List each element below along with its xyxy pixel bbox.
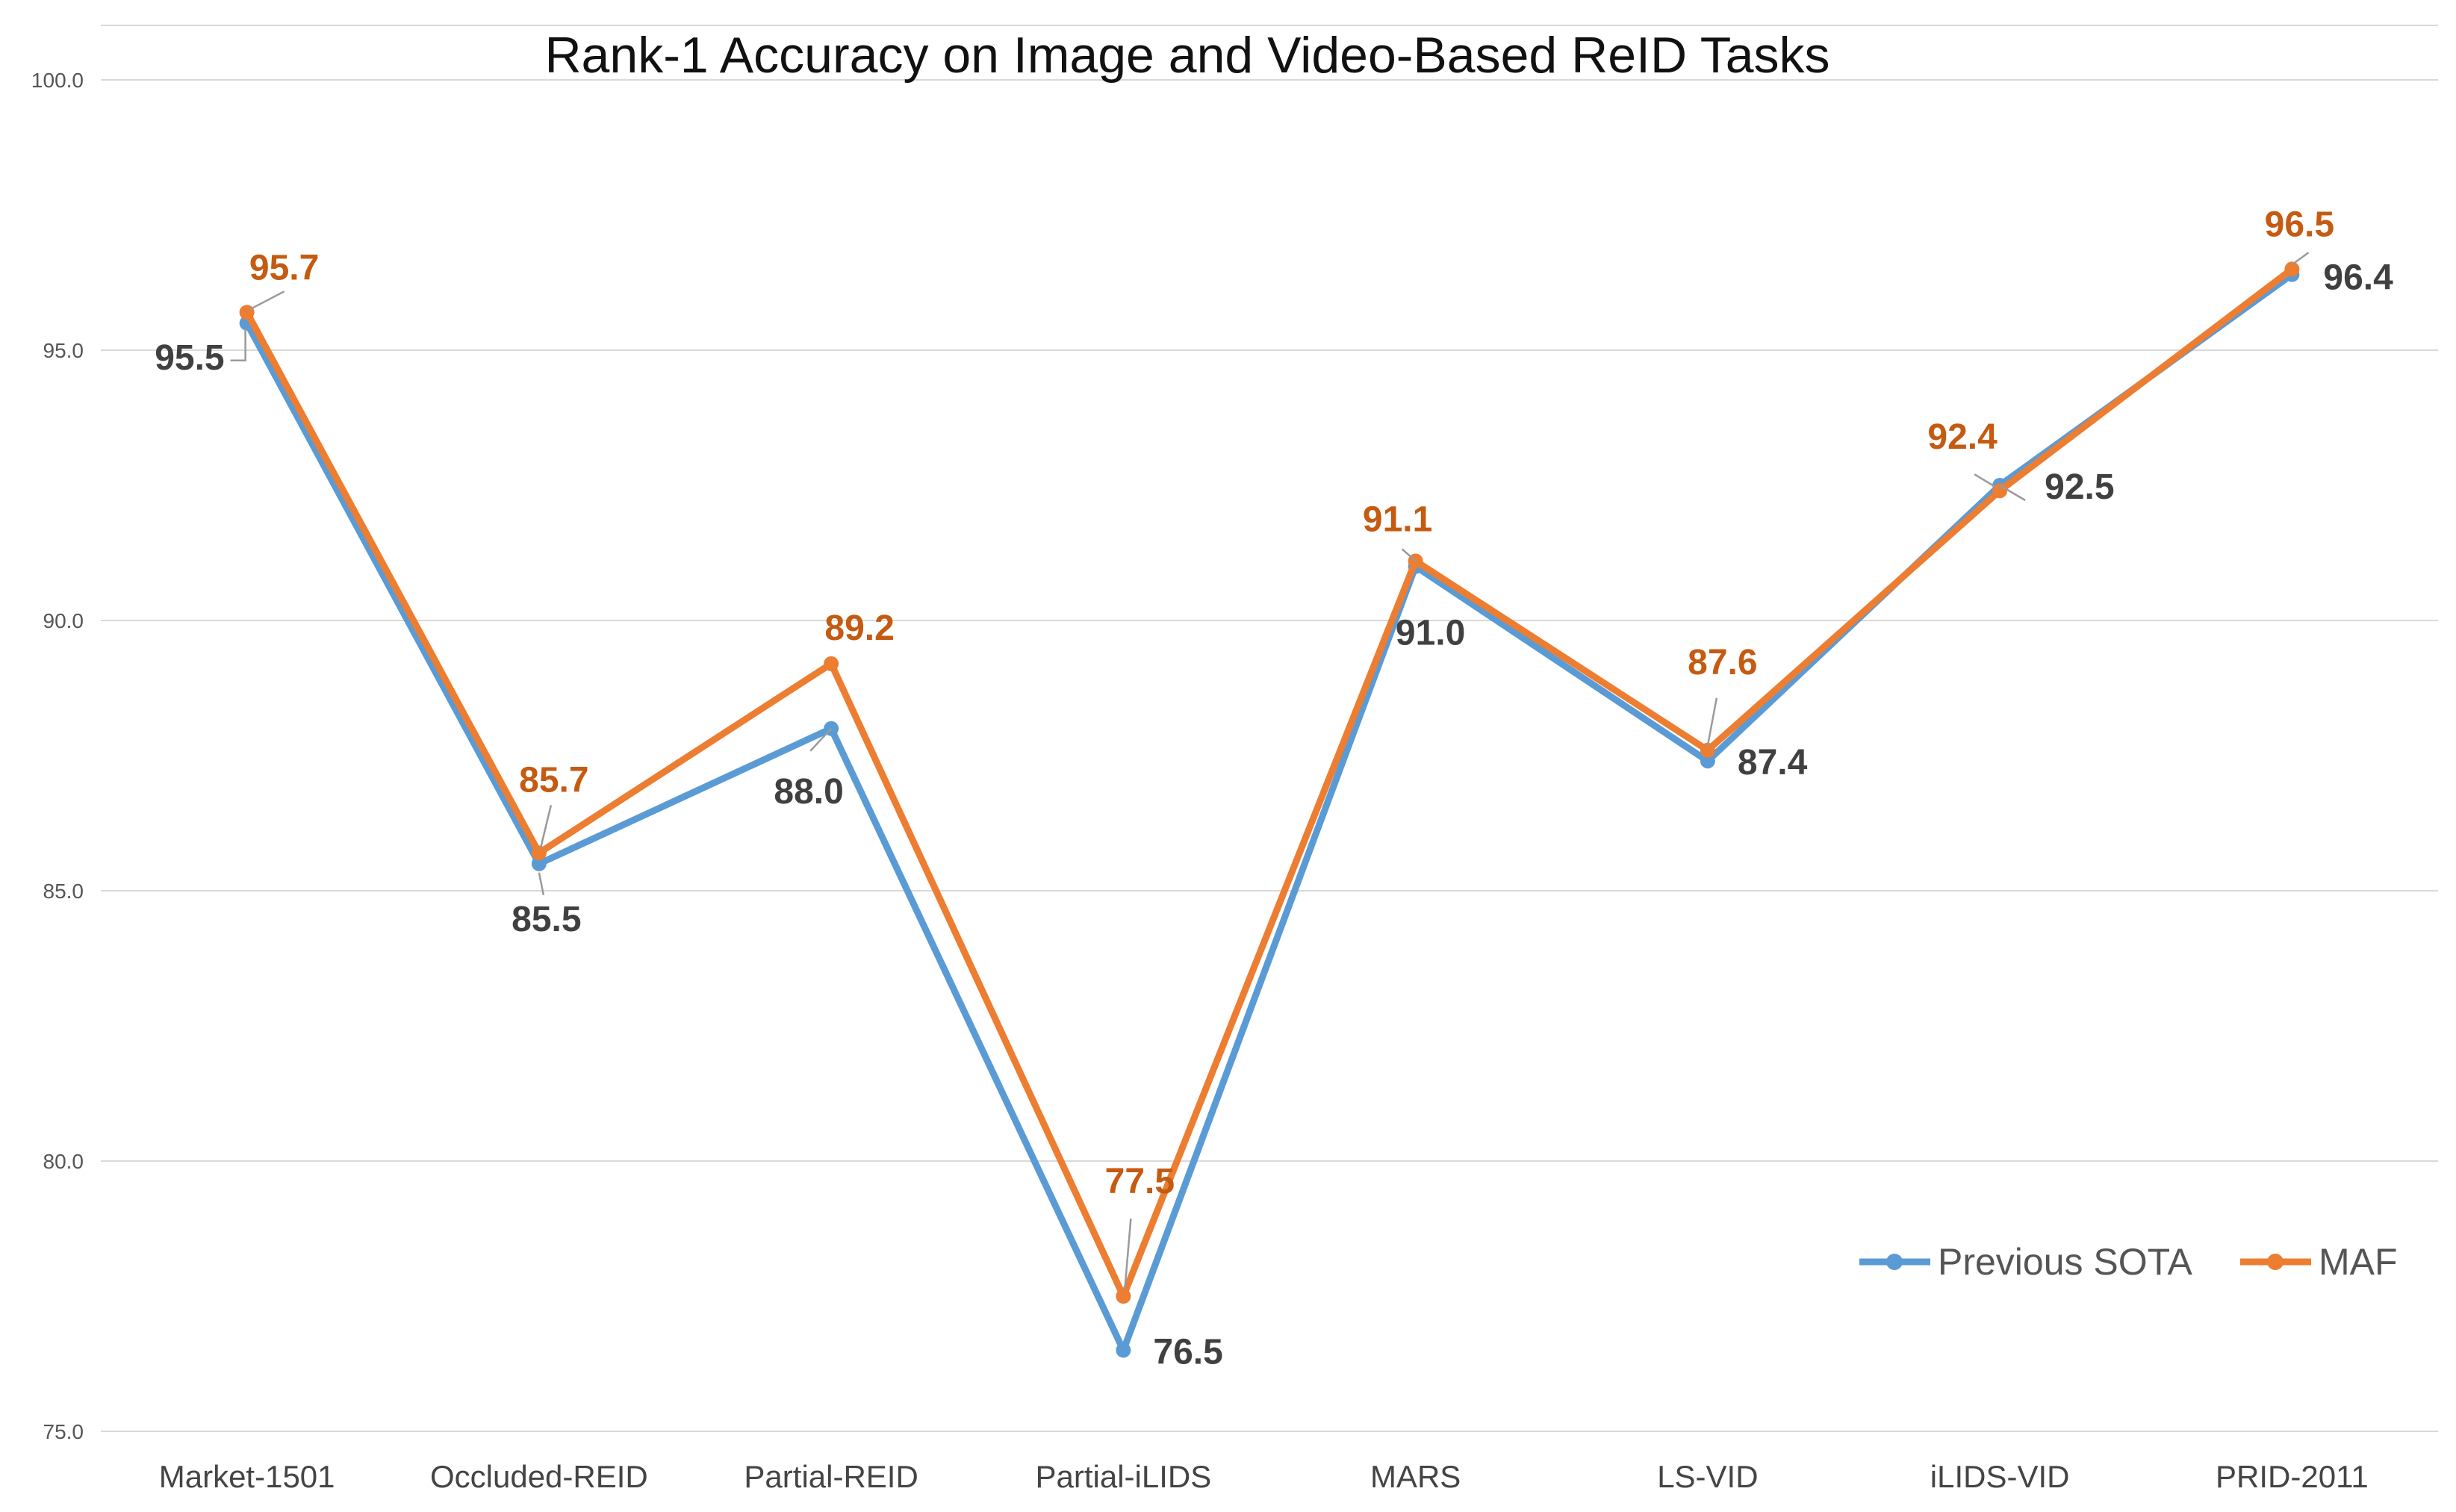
data-labels: 95.5 85.5 88.0 76.5 91.0 87.4 92.5 96.4 95.7 85.7… xyxy=(155,205,2393,1372)
gridlines xyxy=(101,25,2438,1432)
data-label: 95.5 xyxy=(155,338,224,378)
x-axis-ticks: Market-1501 Occluded-REID Partial-REID Part… xyxy=(159,1459,2369,1494)
data-label: 96.4 xyxy=(2323,258,2393,298)
label-leader-line xyxy=(1706,697,1718,746)
y-tick-label: 90.0 xyxy=(43,609,84,632)
data-label: 85.5 xyxy=(512,900,581,939)
y-tick-label: 95.0 xyxy=(43,339,84,362)
y-axis-ticks: 75.0 80.0 85.0 90.0 95.0 100.0 xyxy=(31,69,84,1443)
legend-swatch-marker xyxy=(2267,1254,2284,1270)
y-tick-label: 85.0 xyxy=(43,880,84,903)
data-point xyxy=(531,856,547,871)
chart-title: Rank-1 Accuracy on Image and Video-Based… xyxy=(544,27,1829,84)
label-leader-line xyxy=(249,290,285,311)
label-leader-line xyxy=(1401,548,1417,562)
data-label: 77.5 xyxy=(1105,1162,1175,1201)
data-point xyxy=(1116,1343,1131,1358)
data-label: 96.5 xyxy=(2265,205,2334,244)
data-label: 92.4 xyxy=(1927,417,1998,457)
legend: Previous SOTA MAF xyxy=(1859,1241,2398,1283)
x-tick-label: iLIDS-VID xyxy=(1930,1459,2070,1494)
data-label: 89.2 xyxy=(824,609,894,648)
data-point xyxy=(531,845,547,861)
y-tick-label: 80.0 xyxy=(43,1150,84,1173)
data-point xyxy=(1700,742,1715,758)
data-label: 95.7 xyxy=(249,248,319,287)
label-leader-line xyxy=(809,727,833,752)
data-point xyxy=(824,656,839,671)
legend-label: Previous SOTA xyxy=(1938,1241,2192,1283)
label-leader-line xyxy=(538,872,545,896)
series-line xyxy=(243,265,2295,1300)
data-label: 91.1 xyxy=(1363,500,1432,539)
data-label: 87.6 xyxy=(1688,643,1757,682)
y-tick-label: 75.0 xyxy=(43,1420,84,1443)
x-tick-label: Occluded-REID xyxy=(430,1459,648,1494)
label-leader-line xyxy=(2291,252,2310,266)
data-label: 88.0 xyxy=(774,772,843,812)
data-point xyxy=(2284,261,2300,277)
x-tick-label: PRID-2011 xyxy=(2216,1459,2369,1494)
x-tick-label: LS-VID xyxy=(1657,1459,1758,1494)
label-leader-line xyxy=(1124,1218,1132,1289)
data-point xyxy=(239,305,255,320)
label-leader-line xyxy=(230,329,246,362)
label-leader-line xyxy=(1974,473,1998,489)
legend-label: MAF xyxy=(2319,1241,2398,1283)
data-label: 85.7 xyxy=(519,760,588,800)
x-tick-label: Partial-iLIDS xyxy=(1036,1459,1212,1494)
data-point xyxy=(1116,1289,1131,1304)
x-tick-label: Partial-REID xyxy=(744,1459,918,1494)
x-tick-label: Market-1501 xyxy=(159,1459,335,1494)
data-label: 87.4 xyxy=(1738,743,1808,783)
legend-swatch-marker xyxy=(1886,1254,1903,1270)
data-label: 92.5 xyxy=(2045,467,2114,507)
data-label: 91.0 xyxy=(1396,614,1465,653)
y-tick-label: 100.0 xyxy=(31,69,84,92)
data-label: 76.5 xyxy=(1153,1332,1222,1372)
data-point xyxy=(1700,753,1715,769)
label-leader-line xyxy=(539,805,553,849)
x-tick-label: MARS xyxy=(1370,1459,1461,1494)
label-leader-line xyxy=(1999,484,2026,502)
